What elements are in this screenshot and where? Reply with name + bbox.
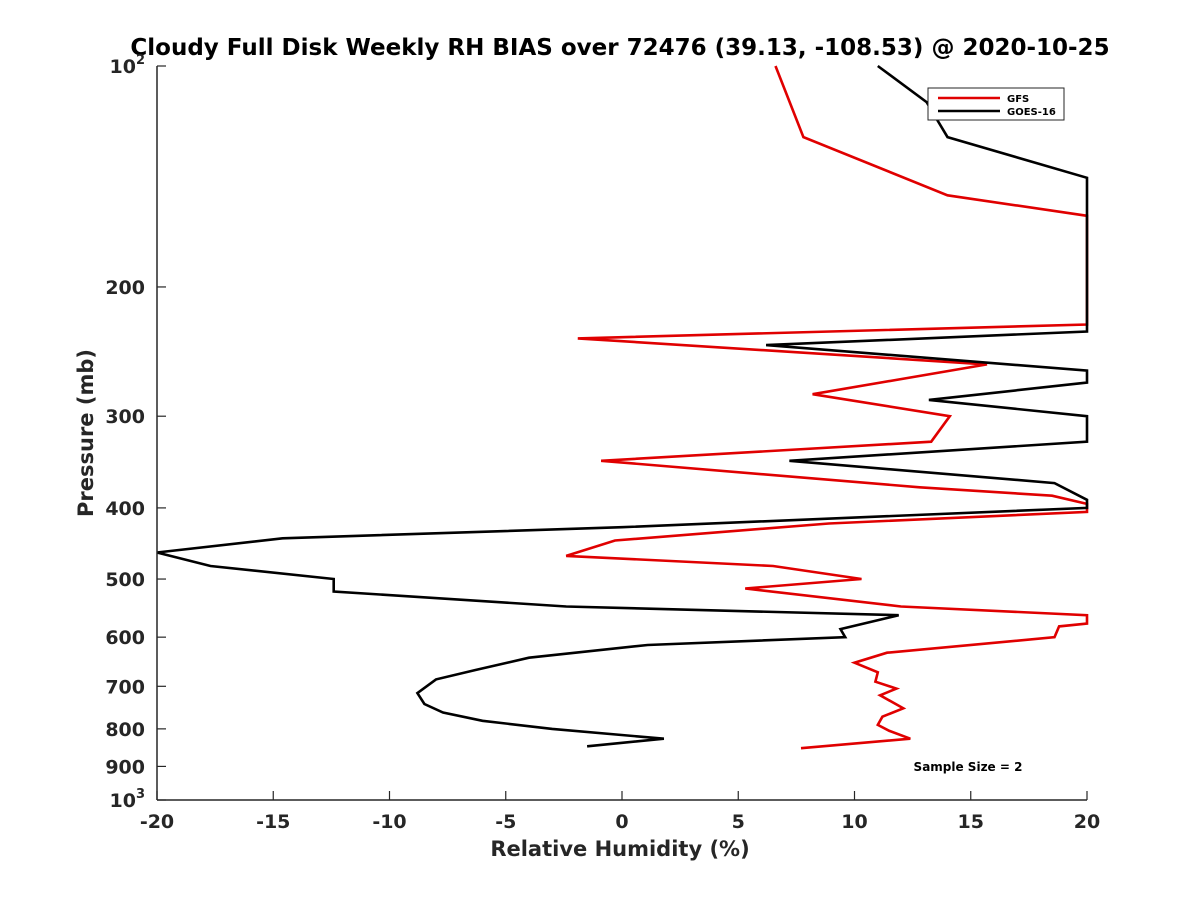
- series-line-goes16: [156, 64, 1089, 748]
- x-tick-label: 15: [958, 811, 984, 833]
- sample-size-annotation: Sample Size = 2: [914, 760, 1023, 774]
- y-tick-label: 103: [110, 787, 146, 812]
- x-tick-label: 0: [615, 811, 628, 833]
- y-tick-label: 800: [105, 719, 145, 741]
- y-tick-label: 400: [105, 498, 145, 520]
- series-layer: [156, 64, 1089, 750]
- x-tick-label: -20: [140, 811, 174, 833]
- x-tick-label: -10: [372, 811, 406, 833]
- plot-background: [157, 66, 1087, 800]
- y-tick-label: 700: [105, 676, 145, 698]
- x-axis-ticks: -20 -15 -10 -5 0 5 10 15 20: [140, 791, 1100, 833]
- legend-label-goes16: GOES-16: [1007, 107, 1056, 118]
- x-tick-label: -5: [495, 811, 516, 833]
- legend: GFS GOES-16: [927, 87, 1065, 121]
- y-tick-label: 600: [105, 627, 145, 649]
- x-axis-label: Relative Humidity (%): [490, 837, 749, 861]
- y-tick-label: 300: [105, 406, 145, 428]
- y-axis-label: Pressure (mb): [74, 349, 98, 517]
- chart-title: Cloudy Full Disk Weekly RH BIAS over 724…: [130, 35, 1109, 61]
- y-tick-label: 900: [105, 756, 145, 778]
- y-axis-ticks: 102 200 300 400 500 600 700 800 900 103: [105, 53, 166, 812]
- legend-box: [927, 87, 1065, 121]
- series-line-gfs: [565, 65, 1089, 750]
- y-tick-label: 500: [105, 569, 145, 591]
- x-tick-label: 20: [1074, 811, 1100, 833]
- x-tick-label: 10: [841, 811, 867, 833]
- y-tick-label: 200: [105, 277, 145, 299]
- legend-label-gfs: GFS: [1007, 94, 1029, 105]
- x-tick-label: 5: [732, 811, 745, 833]
- plot-area: [156, 64, 1089, 801]
- y-tick-label: 102: [110, 53, 146, 78]
- x-tick-label: -15: [256, 811, 290, 833]
